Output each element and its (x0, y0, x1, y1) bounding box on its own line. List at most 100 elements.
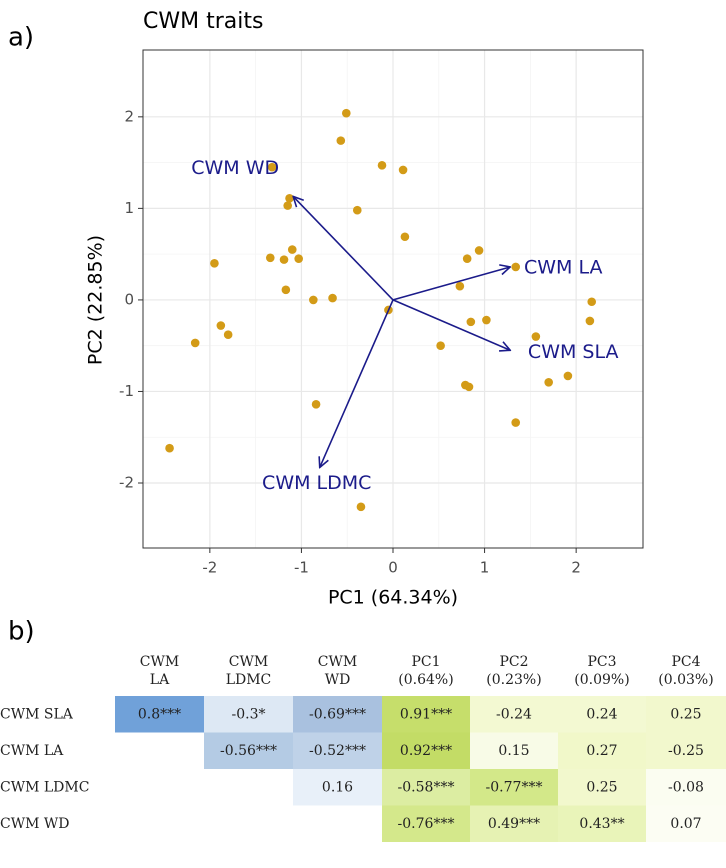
point (311, 399, 321, 409)
loading-label: CWM WD (191, 157, 279, 179)
cell: 0.16 (322, 779, 353, 795)
x-tick-label: 1 (480, 559, 490, 577)
cell-bg (558, 732, 646, 769)
cell-bg (382, 769, 470, 806)
y-tick-label: 2 (124, 107, 134, 125)
point (287, 245, 297, 254)
column-header: LDMC (226, 672, 272, 688)
correlation-table: CWM LA CWM LDMC CWM WD PC1 (0.64%) PC2 (0.23%) PC3… (0, 654, 726, 842)
point (210, 258, 219, 268)
point (279, 255, 289, 264)
loading-label: CWM LDMC (262, 472, 371, 494)
point (462, 254, 472, 264)
y-tick-label: -2 (119, 474, 134, 492)
cell-bg (470, 805, 558, 842)
plot-area: -2 -1 0 1 2 -2 -1 0 1 2 CWM WD CWM LA CWM SLA CWM LDM… (119, 49, 644, 577)
point (466, 317, 476, 327)
cell: 0.25 (670, 706, 701, 722)
cell-bg (382, 696, 470, 733)
cell-bg (470, 769, 558, 806)
cell-bg (558, 696, 646, 733)
column-header: LA (150, 672, 170, 688)
loading-label: CWM LA (524, 256, 603, 278)
point (377, 161, 387, 170)
cell-bg (293, 696, 382, 733)
cell: 0.24 (586, 706, 617, 722)
column-header: WD (325, 672, 351, 688)
panel-label: b) (8, 617, 35, 647)
column-header: PC3 (587, 654, 616, 670)
point (285, 194, 294, 203)
cell-bg (115, 696, 204, 733)
cell: -0.25 (668, 743, 704, 759)
chart-title: CWM traits (143, 9, 263, 34)
point (294, 254, 303, 264)
loading-arrow (320, 299, 394, 468)
cell: -0.58*** (398, 779, 455, 795)
y-tick-label: -1 (119, 382, 134, 400)
column-header: (0.64%) (398, 672, 453, 688)
cell-bg (382, 732, 470, 769)
column-header: CWM (318, 654, 357, 670)
x-tick-label: 0 (388, 559, 398, 577)
point (511, 418, 521, 427)
cell-bg (558, 769, 646, 806)
row-header: CWM WD (0, 816, 70, 832)
cell-bg (204, 732, 293, 769)
cell-bg (293, 732, 382, 769)
cell: -0.76*** (398, 816, 455, 832)
column-header: (0.03%) (658, 672, 713, 688)
column-header: CWM (140, 654, 179, 670)
point (398, 165, 408, 175)
y-axis-label: PC2 (22.85%) (85, 235, 107, 365)
cell: 0.27 (586, 743, 617, 759)
cell-bg (646, 805, 726, 842)
point (309, 295, 318, 305)
x-tick-label: -2 (202, 559, 217, 577)
point (265, 253, 275, 263)
point (328, 293, 337, 303)
cell: -0.69*** (309, 706, 366, 722)
column-header: PC4 (671, 654, 700, 670)
point (165, 443, 174, 453)
cell-bg (470, 732, 558, 769)
point (587, 297, 597, 307)
y-tick-label: 0 (124, 290, 134, 308)
point (356, 502, 366, 512)
column-header: (0.09%) (574, 672, 629, 688)
cell-bg (382, 805, 470, 842)
column-header: PC1 (411, 654, 440, 670)
point (336, 136, 346, 145)
column-header: PC2 (499, 654, 528, 670)
point (341, 108, 351, 118)
cell-bg (646, 732, 726, 769)
point (585, 316, 595, 326)
cell: 0.91*** (400, 706, 452, 722)
point (455, 281, 465, 291)
point (283, 201, 292, 210)
x-tick-label: -1 (294, 559, 309, 577)
cell: -0.24 (496, 706, 532, 722)
point (352, 205, 362, 215)
cell-bg (646, 696, 726, 733)
row-header: CWM LA (0, 743, 64, 759)
cell: 0.43** (579, 816, 624, 832)
cell: -0.52*** (309, 743, 366, 759)
y-tick-label: 1 (124, 199, 134, 217)
point (563, 371, 573, 381)
x-axis-label: PC1 (64.34%) (328, 587, 458, 609)
cell: -0.3* (232, 706, 266, 722)
row-header: CWM SLA (0, 706, 74, 722)
point (436, 341, 445, 350)
point (511, 262, 521, 272)
loading-arrow (392, 299, 510, 350)
point (482, 315, 491, 325)
column-header: (0.23%) (486, 672, 541, 688)
cell: -0.56*** (220, 743, 277, 759)
point (190, 338, 200, 348)
cell-bg (204, 696, 293, 733)
point (474, 246, 484, 255)
point (223, 330, 233, 340)
cell: -0.08 (668, 779, 704, 795)
